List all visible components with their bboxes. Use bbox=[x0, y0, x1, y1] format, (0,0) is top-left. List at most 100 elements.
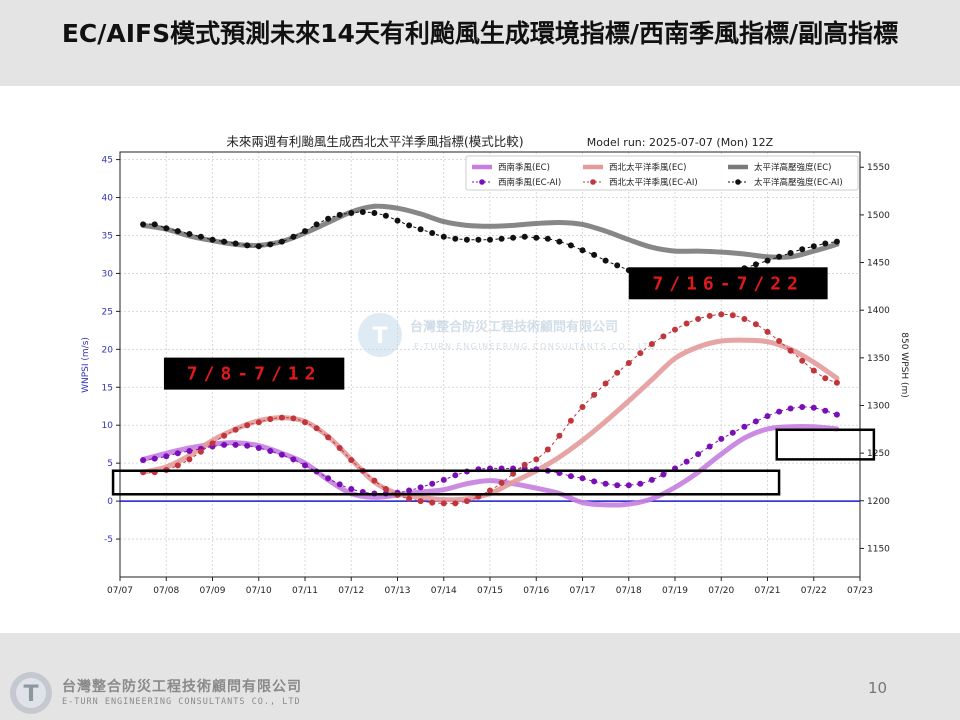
data-point bbox=[591, 391, 598, 398]
data-point bbox=[163, 225, 170, 232]
company-name-cn: 台灣整合防災工程技術顧問有限公司 bbox=[62, 679, 302, 695]
data-point bbox=[579, 404, 586, 410]
data-point bbox=[290, 415, 297, 422]
data-point bbox=[498, 479, 505, 486]
data-point bbox=[637, 480, 644, 487]
data-point bbox=[348, 457, 355, 464]
data-point bbox=[186, 456, 193, 463]
data-point bbox=[602, 380, 609, 387]
data-point bbox=[336, 481, 343, 488]
data-point bbox=[799, 246, 806, 253]
y-tick-label: 10 bbox=[102, 421, 114, 431]
data-point bbox=[452, 235, 459, 242]
y-tick-label: 35 bbox=[102, 231, 113, 241]
data-point bbox=[776, 408, 783, 415]
data-point bbox=[706, 443, 713, 450]
watermark-en: E-TURN ENGINEERING CONSULTANTS CO., LTD bbox=[414, 342, 657, 351]
data-point bbox=[221, 238, 228, 245]
data-point bbox=[290, 233, 297, 240]
data-point bbox=[278, 414, 285, 421]
data-point bbox=[822, 407, 829, 414]
data-point bbox=[382, 486, 389, 492]
data-point bbox=[290, 456, 297, 463]
legend-marker bbox=[590, 179, 596, 185]
y2-tick-label: 1500 bbox=[867, 211, 890, 221]
data-point bbox=[799, 357, 806, 364]
data-point bbox=[764, 257, 771, 264]
watermark: T 台灣整合防災工程技術顧問有限公司 E-TURN ENGINEERING CO… bbox=[358, 313, 657, 357]
data-point bbox=[267, 416, 274, 423]
legend-label: 太平洋高壓強度(EC) bbox=[754, 162, 831, 173]
watermark-cn: 台灣整合防災工程技術顧問有限公司 bbox=[410, 319, 618, 335]
data-point bbox=[232, 240, 239, 247]
data-point bbox=[799, 404, 806, 410]
y-tick-label: 5 bbox=[107, 459, 113, 469]
y2-tick-label: 1450 bbox=[867, 259, 890, 269]
x-tick-label: 07/10 bbox=[246, 586, 272, 596]
data-point bbox=[579, 475, 586, 482]
data-point bbox=[706, 312, 713, 319]
data-point bbox=[440, 500, 447, 507]
data-point bbox=[197, 233, 204, 240]
data-point bbox=[648, 476, 655, 483]
data-point bbox=[695, 451, 702, 458]
data-point bbox=[637, 350, 644, 357]
data-point bbox=[683, 458, 690, 465]
slide-header: EC/AIFS模式預測未來14天有利颱風生成環境指標/西南季風指標/副高指標 bbox=[0, 0, 960, 86]
data-point bbox=[278, 451, 285, 458]
monsoon-index-chart: 未來兩週有利颱風生成西北太平洋季風指標(模式比較) Model run: 202… bbox=[60, 120, 920, 600]
legend-marker bbox=[479, 179, 485, 185]
data-point bbox=[614, 262, 621, 269]
data-point bbox=[255, 445, 262, 451]
data-point bbox=[313, 221, 320, 228]
y-tick-label: 20 bbox=[102, 345, 114, 355]
x-tick-label: 07/20 bbox=[708, 586, 734, 596]
data-point bbox=[567, 473, 574, 480]
svg-text:T: T bbox=[372, 324, 387, 349]
data-point bbox=[787, 250, 794, 256]
watermark-logo-icon bbox=[358, 313, 402, 357]
data-point bbox=[429, 480, 436, 487]
annotation-box bbox=[628, 267, 828, 300]
data-point bbox=[567, 417, 574, 424]
data-point bbox=[406, 495, 413, 502]
data-point bbox=[186, 448, 193, 454]
y2-tick-label: 1250 bbox=[867, 449, 890, 459]
x-tick-label: 07/21 bbox=[755, 586, 781, 596]
data-point bbox=[209, 236, 216, 243]
data-point bbox=[244, 422, 251, 429]
company-name-en: E-TURN ENGINEERING CONSULTANTS CO., LTD bbox=[62, 697, 301, 707]
data-point bbox=[579, 247, 586, 254]
y-tick-label: 15 bbox=[102, 383, 113, 393]
data-point bbox=[764, 328, 771, 335]
y-tick-label: -5 bbox=[104, 535, 113, 545]
data-point bbox=[417, 484, 424, 491]
data-point bbox=[267, 241, 274, 248]
x-tick-label: 07/19 bbox=[662, 586, 688, 596]
x-tick-label: 07/23 bbox=[847, 586, 873, 596]
data-point bbox=[313, 425, 320, 432]
data-point bbox=[348, 486, 355, 492]
data-point bbox=[741, 316, 748, 322]
data-point bbox=[533, 234, 540, 241]
y-tick-label: 40 bbox=[102, 194, 114, 204]
data-point bbox=[221, 432, 228, 439]
data-point bbox=[244, 442, 251, 449]
data-point bbox=[776, 338, 783, 344]
data-point bbox=[833, 411, 840, 418]
data-point bbox=[591, 251, 598, 258]
data-point bbox=[417, 498, 424, 505]
annotations: 7/8-7/12 7/16-7/22 bbox=[111, 267, 876, 496]
data-point bbox=[163, 453, 170, 460]
data-point bbox=[140, 457, 147, 464]
data-point bbox=[487, 487, 493, 494]
legend-label: 西北太平洋季風(EC) bbox=[609, 162, 686, 173]
slide-footer bbox=[0, 633, 960, 720]
chart-subtitle: Model run: 2025-07-07 (Mon) 12Z bbox=[587, 136, 774, 149]
y2-tick-label: 1200 bbox=[867, 497, 890, 507]
x-tick-label: 07/15 bbox=[477, 586, 503, 596]
data-point bbox=[440, 476, 447, 483]
data-point bbox=[232, 426, 239, 433]
data-point bbox=[244, 242, 251, 249]
data-point bbox=[660, 333, 667, 340]
